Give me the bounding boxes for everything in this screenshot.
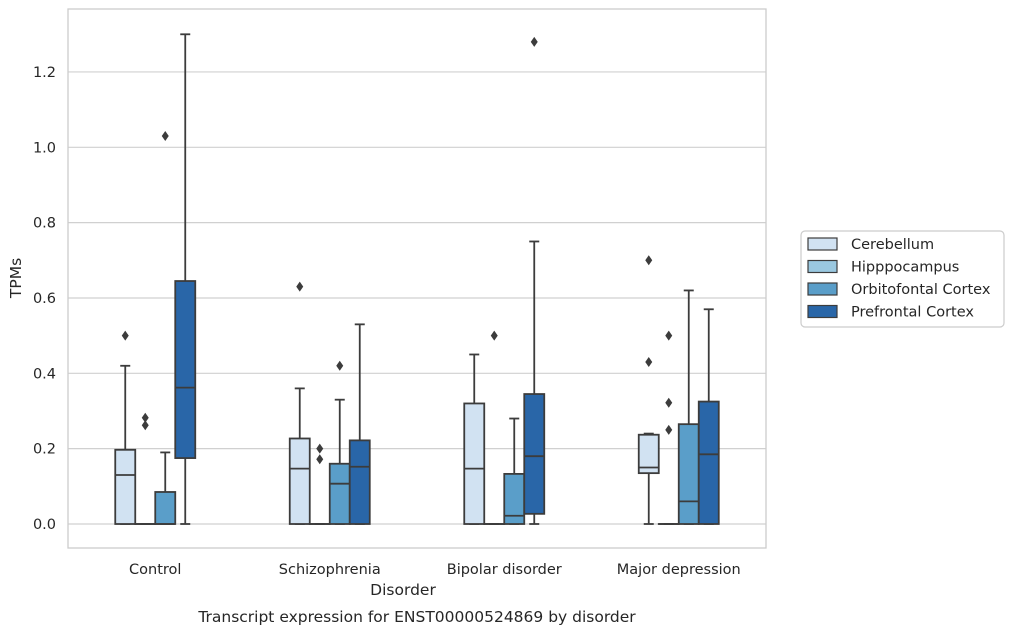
box-hipppocampus bbox=[308, 443, 331, 525]
outlier-point bbox=[141, 412, 149, 423]
y-axis-label: TPMs bbox=[7, 258, 25, 299]
outlier-point bbox=[665, 424, 673, 435]
box-hipppocampus bbox=[657, 330, 680, 525]
legend-swatch bbox=[807, 304, 838, 319]
y-axis-ticks: 0.0 0.2 0.4 0.6 0.8 1.0 1.2 bbox=[33, 65, 56, 533]
legend-label: Prefrontal Cortex bbox=[851, 305, 974, 321]
box-plot-series bbox=[114, 33, 720, 525]
chart-caption: Transcript expression for ENST0000052486… bbox=[197, 608, 636, 626]
legend-label: Orbitofontal Cortex bbox=[851, 282, 991, 298]
plot-frame bbox=[67, 8, 767, 549]
y-tick-label: 0.2 bbox=[33, 442, 56, 458]
box-orbitofontal-cortex bbox=[677, 289, 700, 525]
outlier-point bbox=[490, 330, 498, 341]
box-iqr bbox=[637, 433, 660, 475]
box-prefrontal-cortex bbox=[174, 33, 197, 525]
box-iqr bbox=[677, 423, 700, 525]
y-tick-label: 0.8 bbox=[33, 216, 56, 232]
x-tick-label: Control bbox=[129, 562, 181, 578]
box-iqr bbox=[114, 448, 137, 525]
outlier-point bbox=[336, 360, 344, 371]
box-iqr bbox=[174, 280, 197, 459]
x-tick-label: Schizophrenia bbox=[279, 562, 381, 578]
box-orbitofontal-cortex bbox=[154, 130, 177, 525]
box-hipppocampus bbox=[483, 330, 506, 525]
y-tick-label: 0.6 bbox=[33, 291, 56, 307]
legend-label: Cerebellum bbox=[851, 237, 934, 253]
x-axis-label: Disorder bbox=[370, 581, 436, 599]
outlier-point bbox=[645, 357, 653, 368]
outlier-point bbox=[161, 130, 169, 141]
outlier-point bbox=[121, 330, 129, 341]
y-tick-label: 0.0 bbox=[33, 517, 56, 533]
legend-swatch bbox=[807, 282, 838, 296]
outlier-point bbox=[296, 281, 304, 292]
outlier-point bbox=[665, 330, 673, 341]
outlier-point bbox=[645, 255, 653, 266]
y-tick-label: 0.4 bbox=[33, 366, 56, 382]
box-prefrontal-cortex bbox=[523, 36, 546, 525]
box-cerebellum bbox=[637, 255, 660, 525]
gridlines bbox=[68, 71, 766, 525]
box-hipppocampus bbox=[134, 412, 157, 525]
outlier-point bbox=[530, 36, 538, 47]
box-iqr bbox=[523, 393, 546, 515]
outlier-point bbox=[316, 454, 324, 465]
outlier-point bbox=[141, 420, 149, 431]
box-prefrontal-cortex bbox=[697, 308, 720, 525]
box-iqr bbox=[348, 439, 371, 525]
box-orbitofontal-cortex bbox=[328, 360, 351, 525]
box-iqr bbox=[463, 402, 486, 525]
box-prefrontal-cortex bbox=[348, 323, 371, 525]
x-axis-ticks: Control Schizophrenia Bipolar disorder Majo… bbox=[129, 562, 741, 578]
legend-label: Hipppocampus bbox=[851, 260, 959, 276]
legend: Cerebellum Hipppocampus Orbitofontal Corte… bbox=[800, 230, 1005, 328]
box-cerebellum bbox=[463, 353, 486, 525]
box-iqr bbox=[697, 400, 720, 525]
box-cerebellum bbox=[114, 330, 137, 525]
x-tick-label: Bipolar disorder bbox=[447, 562, 562, 578]
box-iqr bbox=[328, 462, 351, 525]
legend-swatch bbox=[807, 259, 838, 274]
legend-swatch bbox=[807, 237, 838, 251]
box-iqr bbox=[288, 437, 311, 525]
outlier-point bbox=[316, 443, 324, 454]
box-cerebellum bbox=[288, 281, 311, 525]
y-tick-label: 1.2 bbox=[33, 65, 56, 81]
x-tick-label: Major depression bbox=[617, 562, 741, 578]
y-tick-label: 1.0 bbox=[33, 140, 56, 156]
box-orbitofontal-cortex bbox=[503, 417, 526, 525]
legend-frame bbox=[800, 230, 1005, 328]
box-iqr bbox=[154, 491, 177, 525]
outlier-point bbox=[665, 397, 673, 408]
